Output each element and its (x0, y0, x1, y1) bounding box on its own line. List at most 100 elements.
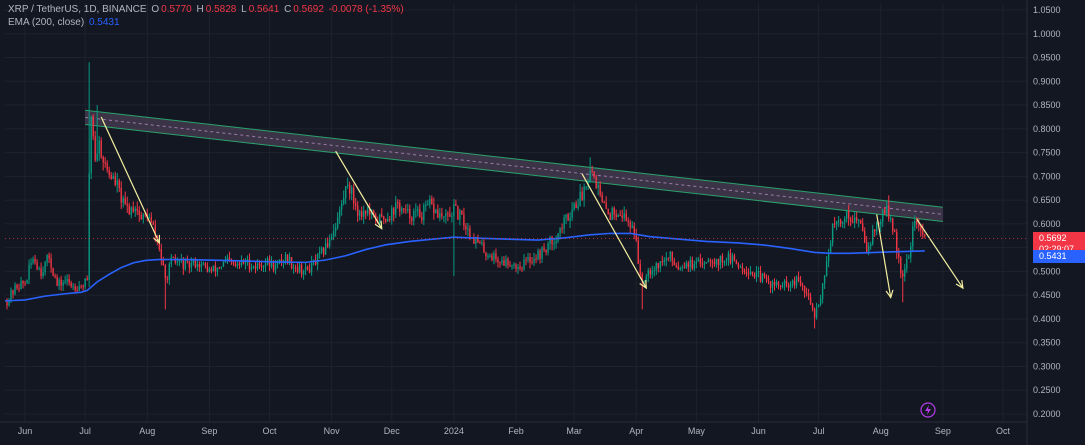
candle-body (789, 284, 792, 288)
candle-body (82, 286, 84, 288)
y-tick-label: 0.9000 (1033, 76, 1061, 86)
candle-body (348, 184, 351, 194)
close-label: C (284, 4, 292, 15)
candle-body (308, 269, 311, 273)
candle-body (695, 261, 698, 265)
candle-body (677, 266, 680, 270)
candle-body (128, 205, 130, 215)
candle-body (597, 184, 599, 188)
candle-body (451, 216, 453, 218)
countdown-value: 02:29:07 (1039, 243, 1075, 254)
candle-body (801, 284, 804, 286)
candle-body (667, 258, 669, 260)
last-price-value: 0.5692 (1039, 232, 1067, 243)
candle-body (823, 276, 826, 284)
candle-body (535, 258, 537, 260)
candle-body (124, 198, 126, 205)
candle-body (605, 202, 607, 209)
candle-body (563, 217, 565, 229)
candle-body (559, 228, 561, 234)
candle-body (525, 259, 527, 261)
x-tick-label: Sep (201, 426, 217, 436)
candle-body (908, 257, 910, 259)
candle-body (403, 208, 405, 210)
candle-body (739, 266, 742, 268)
candle-body (340, 203, 343, 210)
candle-body (729, 253, 732, 264)
candle-body (869, 244, 872, 247)
candle-body (751, 271, 754, 274)
candle-body (8, 300, 10, 306)
candle-body (755, 271, 758, 278)
candle-body (367, 208, 369, 214)
candle-body (118, 180, 120, 188)
arrow-head (639, 280, 647, 290)
candle-body (517, 266, 519, 269)
candle-body (60, 279, 62, 286)
candle-body (391, 208, 393, 220)
y-tick-label: 0.7500 (1033, 148, 1061, 158)
candle-body (837, 220, 840, 222)
candle-body (583, 186, 585, 200)
candle-body (705, 262, 708, 264)
candle-body (36, 262, 38, 270)
candle-body (831, 223, 834, 244)
candle-body (627, 220, 629, 223)
ema-legend[interactable]: EMA (200, close) 0.5431 (8, 17, 122, 28)
candle-body (262, 266, 265, 268)
candle-body (190, 262, 193, 268)
candle-body (894, 231, 896, 233)
candle-body (647, 270, 649, 277)
candle-body (447, 213, 449, 215)
candle-body (346, 184, 349, 187)
candle-body (890, 218, 892, 220)
candle-body (643, 280, 645, 282)
candle-body (781, 286, 784, 288)
candle-body (224, 260, 227, 263)
arrow-head (152, 234, 161, 245)
candle-body (300, 264, 303, 275)
candle-body (352, 187, 355, 204)
candle-body (898, 253, 900, 258)
candle-body (236, 263, 239, 266)
candle-body (126, 204, 128, 206)
candle-body (276, 261, 279, 265)
candle-body (14, 284, 16, 295)
candle-body (354, 203, 357, 206)
candle-body (322, 247, 325, 255)
candle-body (260, 265, 263, 267)
ema-value: 0.5431 (88, 17, 120, 28)
y-tick-label: 1.0000 (1033, 29, 1061, 39)
candle-body (334, 227, 337, 232)
candle-body (809, 296, 812, 305)
candle-body (445, 213, 447, 217)
candle-body (603, 201, 605, 203)
candle-body (316, 253, 319, 265)
candle-body (320, 247, 323, 252)
candle-body (753, 273, 756, 278)
candle-body (916, 220, 918, 224)
candle-body (453, 204, 455, 217)
symbol-label[interactable]: XRP / TetherUS, 1D, BINANCE (8, 4, 147, 15)
candle-body (104, 162, 106, 164)
candle-body (407, 209, 409, 211)
candle-body (561, 228, 563, 230)
y-tick-label: 0.2000 (1033, 409, 1061, 419)
candle-body (896, 232, 898, 254)
candle-body (254, 266, 257, 269)
candle-body (64, 281, 66, 283)
candle-body (761, 273, 764, 282)
candle-body (48, 255, 50, 259)
candle-body (861, 223, 864, 231)
candle-body (130, 207, 132, 215)
candle-body (401, 208, 403, 212)
candle-body (292, 267, 295, 269)
candle-body (148, 217, 150, 219)
candle-body (703, 263, 706, 265)
candle-body (511, 265, 513, 267)
candle-body (356, 205, 359, 216)
candle-body (242, 260, 245, 264)
